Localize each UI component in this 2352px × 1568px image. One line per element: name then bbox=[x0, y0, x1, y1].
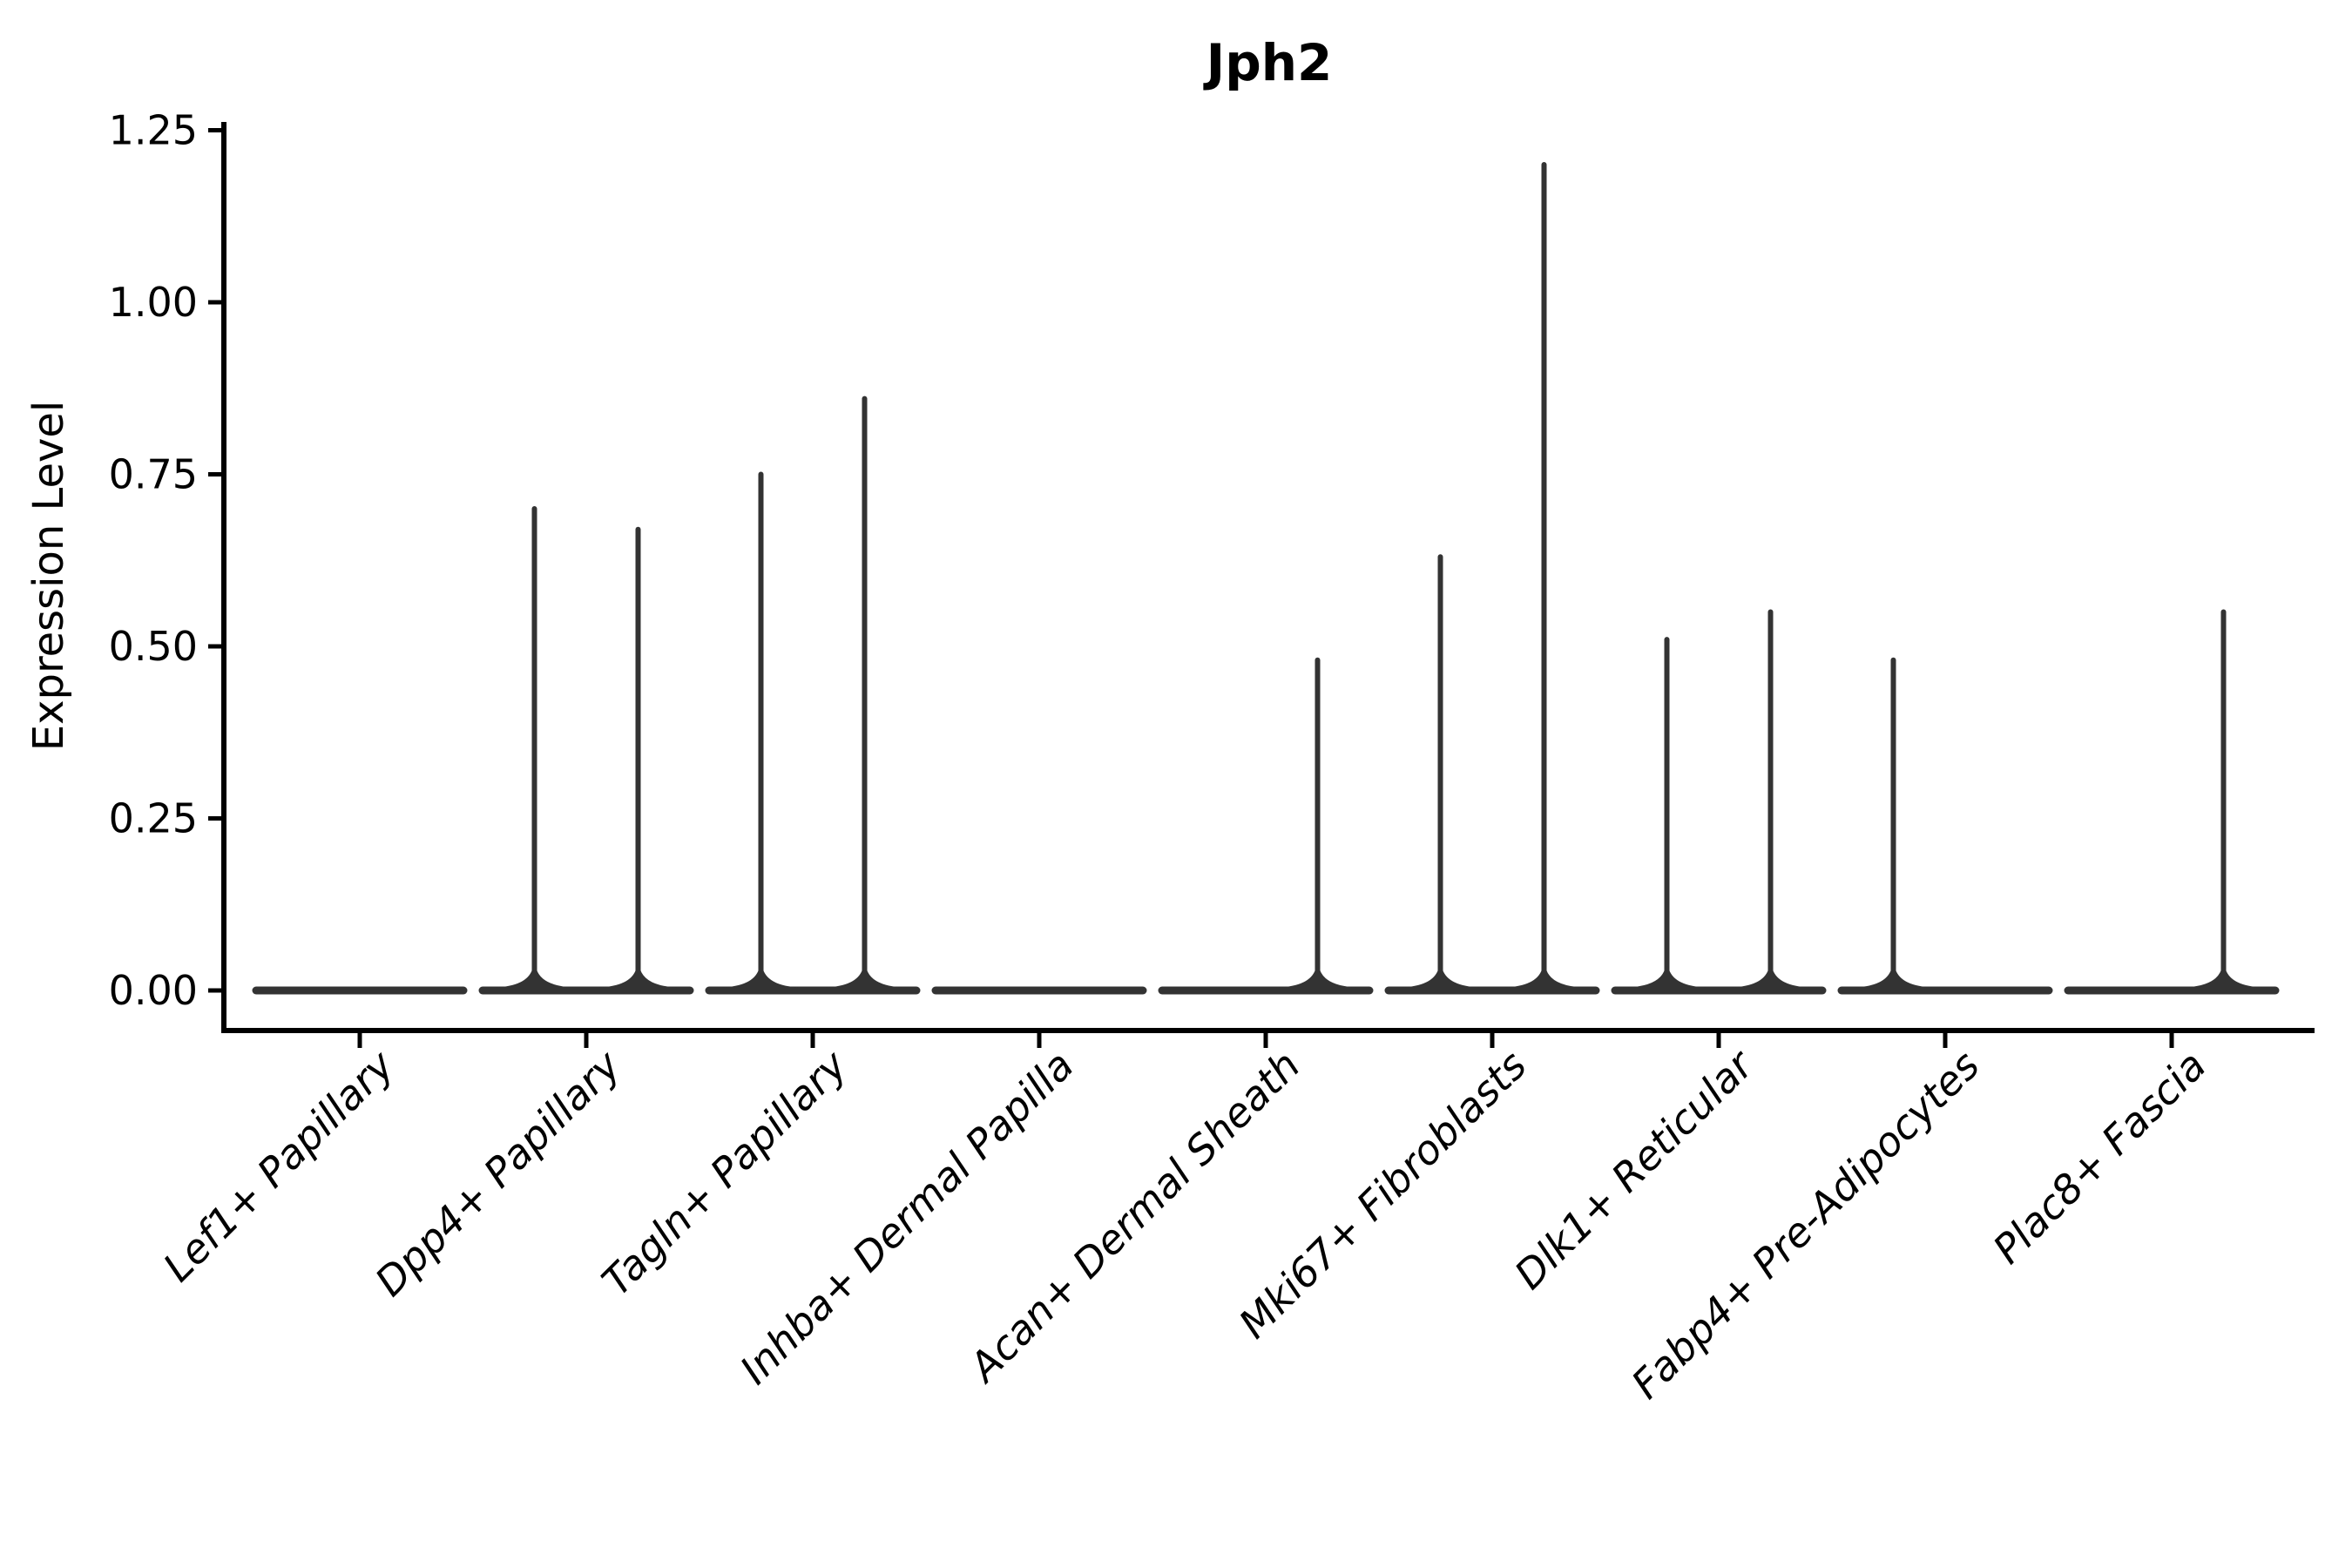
x-category-label: Plac8+ Fascia bbox=[1984, 1042, 2214, 1273]
y-tick-label: 0.75 bbox=[109, 451, 198, 498]
x-category-label: Dpp4+ Papillary bbox=[366, 1041, 630, 1305]
x-category-label: Dlk1+ Reticular bbox=[1505, 1039, 1764, 1298]
x-category-label: Tagln+ Papillary bbox=[592, 1041, 856, 1305]
y-tick-label: 1.00 bbox=[109, 279, 198, 326]
y-axis-label: Expression Level bbox=[24, 401, 73, 752]
y-tick-label: 0.25 bbox=[109, 795, 198, 842]
y-tick-label: 0.00 bbox=[109, 967, 198, 1014]
y-tick-label: 1.25 bbox=[109, 107, 198, 154]
y-tick-label: 0.50 bbox=[109, 623, 198, 670]
chart-title: Jph2 bbox=[1203, 33, 1333, 92]
x-category-label: Lef1+ Papillary bbox=[154, 1041, 403, 1290]
